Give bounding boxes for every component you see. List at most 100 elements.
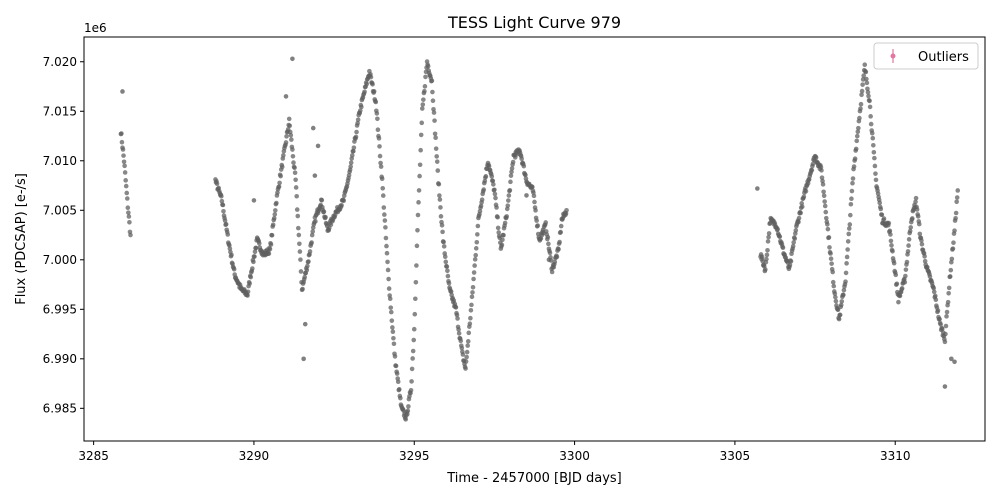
data-point <box>558 229 563 235</box>
data-point <box>790 243 796 249</box>
data-point <box>908 225 914 230</box>
data-point <box>464 349 470 355</box>
outlier-point <box>524 193 529 198</box>
data-point <box>442 254 448 260</box>
data-point <box>845 247 850 252</box>
data-point <box>825 222 830 227</box>
data-point <box>470 284 476 290</box>
data-point <box>469 294 475 300</box>
data-point <box>907 228 913 234</box>
data-point <box>896 299 901 305</box>
data-point <box>837 312 843 318</box>
data-point <box>385 267 391 273</box>
data-point <box>127 220 132 225</box>
data-point <box>396 387 402 392</box>
data-point <box>395 379 401 385</box>
data-point <box>444 264 450 269</box>
data-point <box>843 279 848 284</box>
data-point <box>952 228 957 233</box>
outlier-point <box>283 94 289 99</box>
data-point <box>881 216 887 221</box>
data-point <box>415 212 421 218</box>
outlier-point <box>302 321 308 327</box>
data-point <box>893 272 899 278</box>
data-point <box>764 252 770 258</box>
data-point <box>463 359 469 364</box>
data-point <box>897 293 903 299</box>
data-point <box>851 164 857 169</box>
data-point <box>393 363 399 369</box>
x-tick-label: 3285 <box>78 449 109 463</box>
data-point <box>509 169 514 175</box>
data-point <box>913 195 919 201</box>
data-point <box>763 267 768 272</box>
data-point <box>846 226 852 231</box>
data-point <box>937 316 942 322</box>
data-point <box>124 190 130 196</box>
data-point <box>270 222 276 228</box>
data-point <box>297 241 302 247</box>
data-point <box>888 238 894 244</box>
data-point <box>295 213 301 219</box>
data-point <box>793 228 799 233</box>
data-point <box>946 285 952 291</box>
outlier-point <box>315 143 321 149</box>
data-point <box>383 225 388 230</box>
data-point <box>385 259 390 265</box>
data-point <box>440 229 445 235</box>
data-point <box>871 149 877 155</box>
data-point <box>436 181 442 187</box>
data-point <box>862 62 868 68</box>
data-point <box>305 263 310 269</box>
data-point <box>304 267 310 273</box>
data-point <box>489 174 495 179</box>
data-point <box>875 191 881 196</box>
data-point <box>863 69 869 75</box>
data-point <box>845 239 851 244</box>
data-point <box>833 298 839 304</box>
data-point <box>123 178 128 183</box>
data-point <box>437 193 442 198</box>
data-point <box>275 190 280 195</box>
data-point <box>281 153 286 158</box>
data-point <box>872 155 877 161</box>
data-point <box>953 210 959 216</box>
data-point <box>850 180 855 186</box>
data-point <box>508 179 513 185</box>
data-point <box>368 74 374 80</box>
data-point <box>410 356 415 361</box>
data-point <box>405 411 410 417</box>
data-point <box>788 259 794 264</box>
data-point <box>294 193 299 199</box>
data-point <box>844 254 850 260</box>
data-point <box>406 404 411 409</box>
data-point <box>412 311 418 317</box>
data-point <box>547 250 553 256</box>
legend-box <box>873 42 979 70</box>
data-point <box>309 240 314 245</box>
data-point <box>252 254 257 259</box>
data-point <box>121 153 126 158</box>
data-point <box>861 73 866 78</box>
data-point <box>879 212 885 218</box>
data-point <box>121 159 127 165</box>
y-tick-label: 7.000 <box>43 253 77 267</box>
data-point <box>454 312 460 318</box>
data-point <box>849 196 854 202</box>
data-point <box>422 84 428 89</box>
data-point <box>220 202 226 208</box>
data-point <box>435 168 441 173</box>
data-point <box>227 246 233 251</box>
data-point <box>465 343 470 348</box>
data-point <box>403 417 409 422</box>
data-point <box>792 236 798 241</box>
data-point <box>468 307 474 313</box>
y-tick-label: 7.015 <box>43 104 77 118</box>
legend: Outliers <box>873 42 979 70</box>
data-point <box>944 309 950 315</box>
data-point <box>931 285 936 291</box>
data-point <box>492 187 497 193</box>
data-point <box>910 216 915 221</box>
data-point <box>456 331 462 336</box>
data-point <box>124 196 130 201</box>
